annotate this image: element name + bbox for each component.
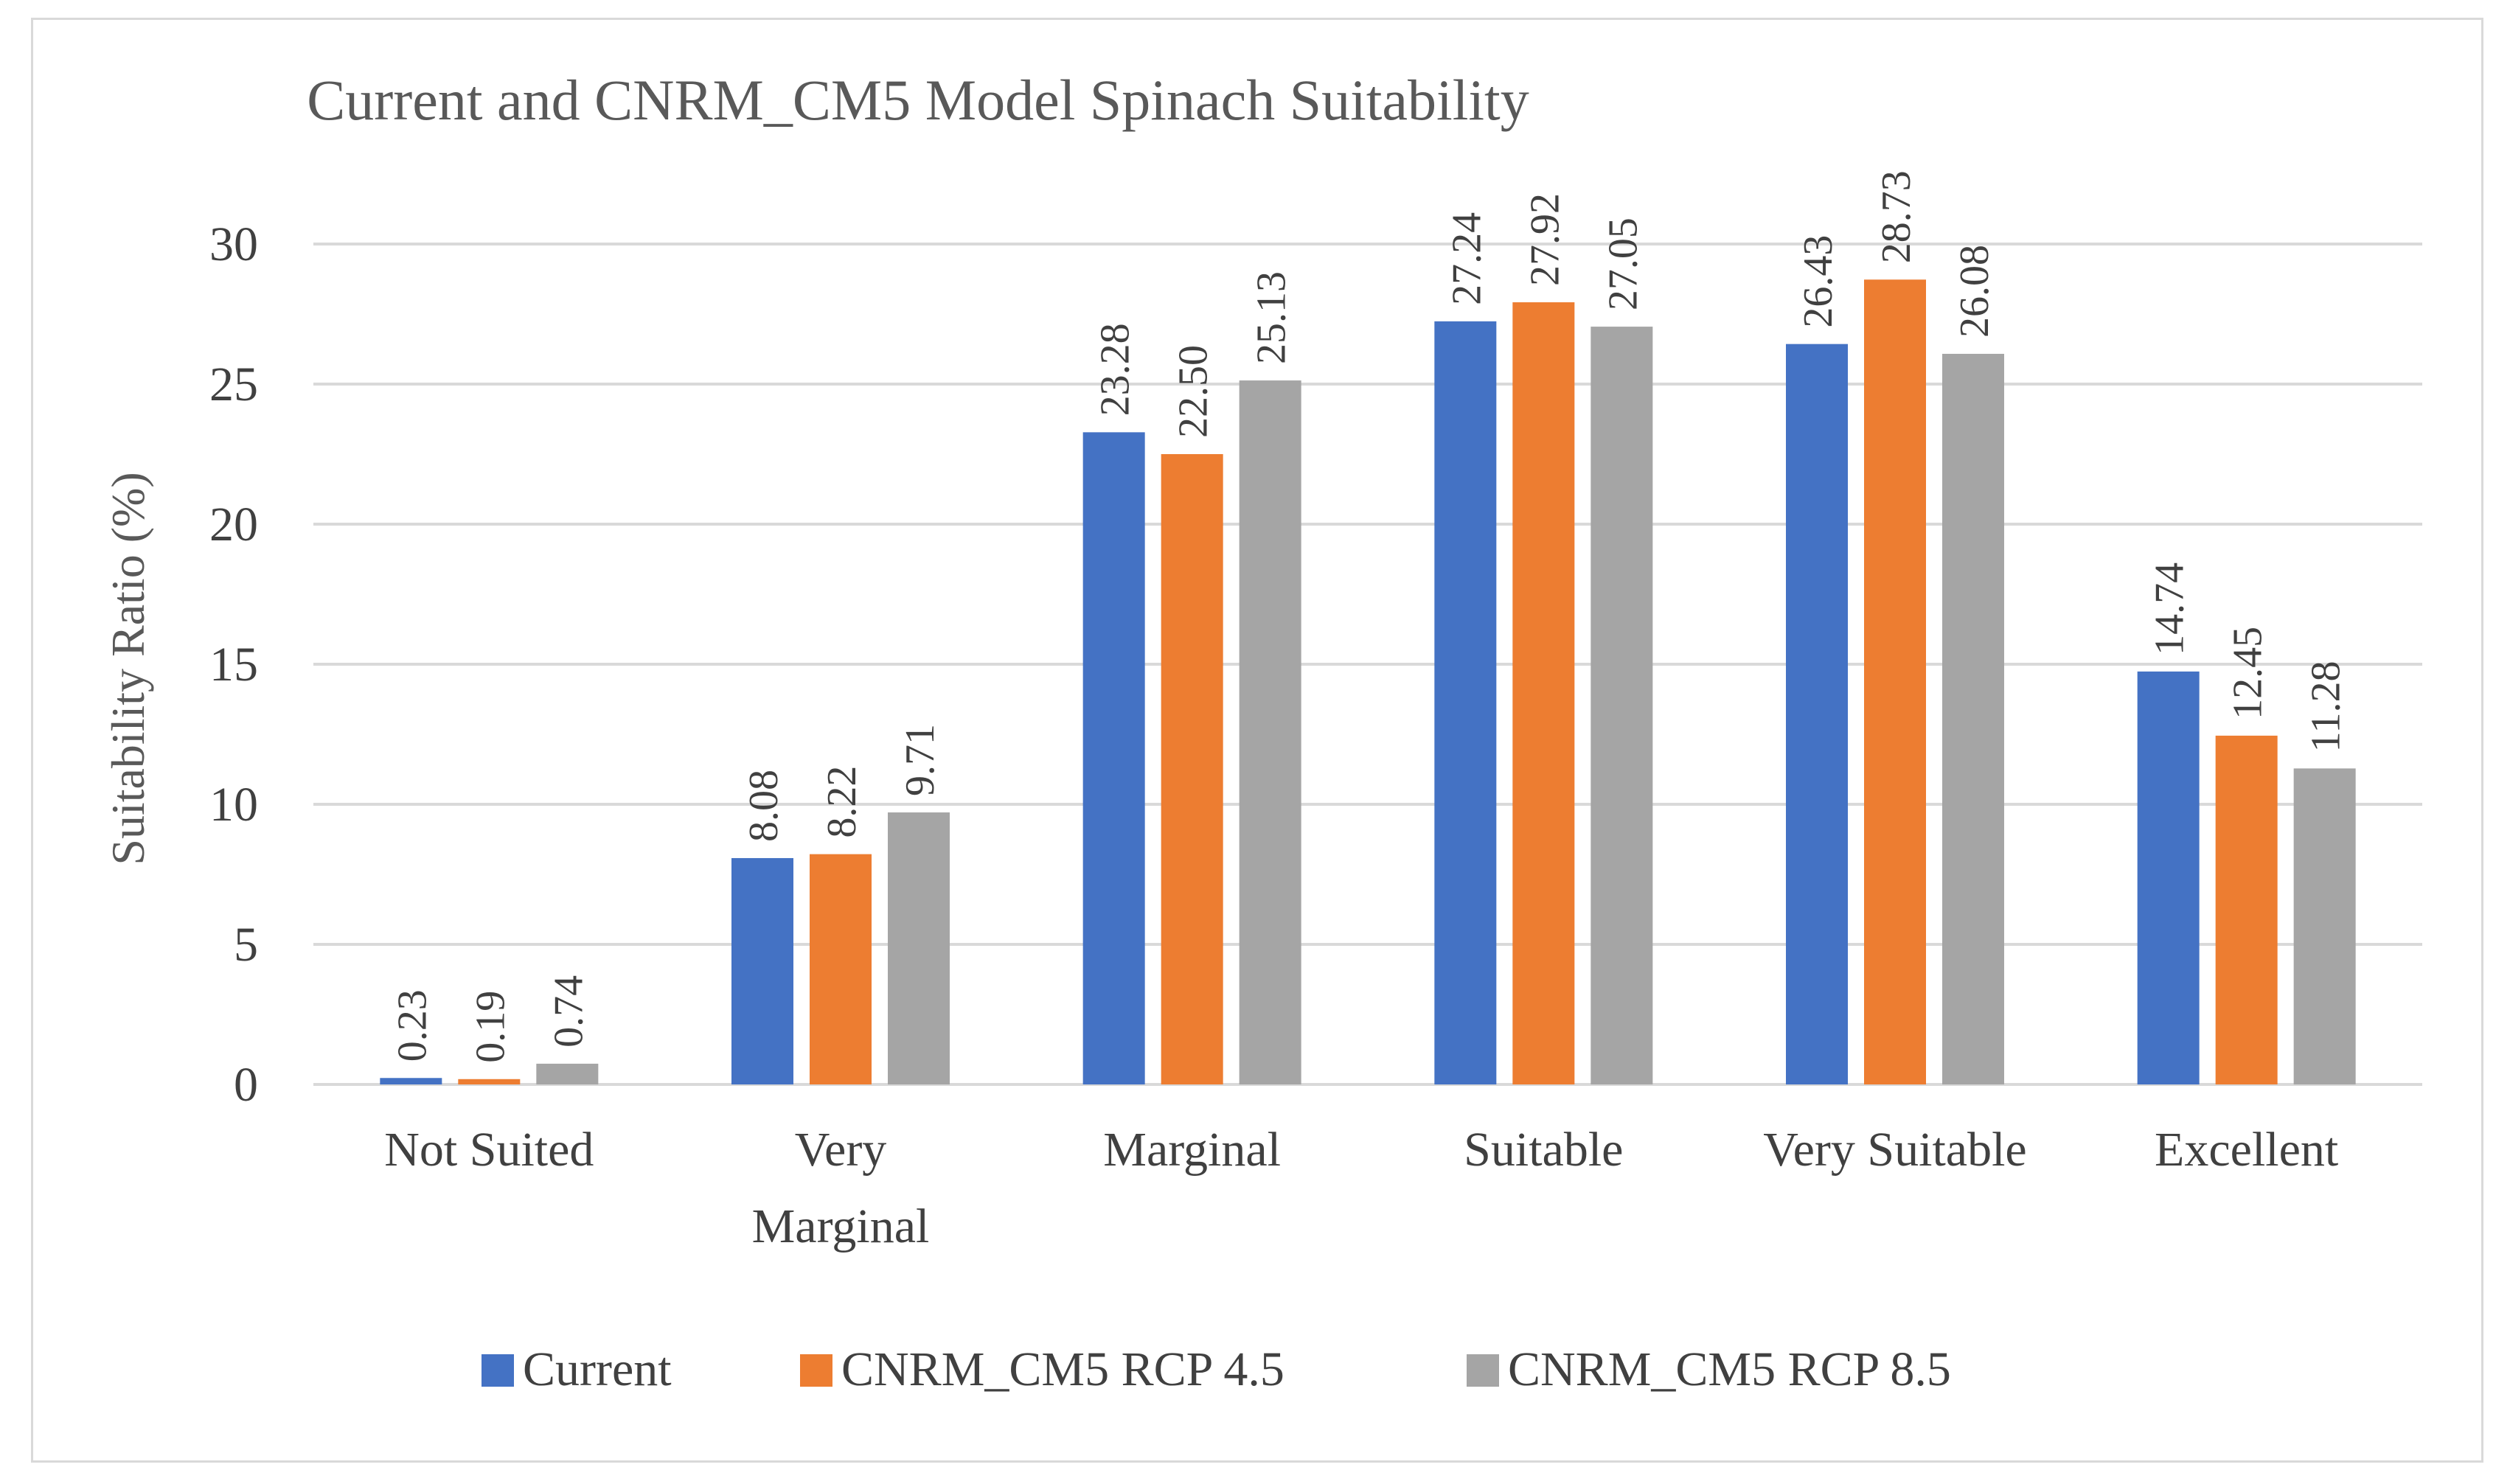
data-label: 25.13 — [1249, 271, 1295, 364]
bar — [1239, 380, 1301, 1084]
bar — [1942, 353, 2004, 1085]
y-tick-label: 5 — [234, 918, 258, 972]
chart-frame: Current and CNRM_CM5 Model Spinach Suita… — [31, 18, 2483, 1463]
legend-swatch — [482, 1354, 514, 1387]
y-tick-label: 20 — [209, 498, 258, 551]
bar — [536, 1063, 599, 1084]
data-label: 27.92 — [1522, 193, 1568, 286]
y-axis-ticks: 0 5 10 15 20 25 30 — [209, 217, 258, 1112]
data-label: 26.43 — [1795, 235, 1841, 328]
y-axis-title: Suitability Ratio (%) — [102, 472, 154, 865]
gridlines — [313, 243, 2422, 1086]
legend-swatch — [1467, 1354, 1499, 1387]
bars — [380, 279, 2356, 1085]
bar — [2293, 768, 2356, 1084]
data-label: 0.74 — [546, 975, 591, 1048]
data-label: 9.71 — [897, 724, 943, 796]
data-labels: 0.23 8.08 23.28 27.24 26.43 14.74 0.19 8.22 22.5… — [389, 170, 2349, 1063]
data-label: 11.28 — [2304, 661, 2349, 752]
x-category-label: Suitable — [1464, 1123, 1623, 1177]
legend-label: CNRM_CM5 RCP 4.5 — [841, 1342, 1284, 1396]
bar — [458, 1079, 521, 1084]
legend-label: Current — [523, 1342, 672, 1396]
y-tick-label: 30 — [209, 217, 258, 271]
data-label: 8.08 — [741, 770, 787, 842]
data-label: 28.73 — [1874, 170, 1919, 263]
x-category-label: Excellent — [2155, 1123, 2338, 1177]
data-label: 12.45 — [2225, 627, 2271, 720]
x-category-label: Marginal — [752, 1199, 930, 1253]
x-category-label: Very Suitable — [1763, 1123, 2026, 1177]
legend: Current CNRM_CM5 RCP 4.5 CNRM_CM5 RCP 8.5 — [482, 1342, 1951, 1396]
y-tick-label: 25 — [209, 358, 258, 411]
data-label: 26.08 — [1952, 245, 1998, 338]
bar — [731, 857, 793, 1084]
bar — [1864, 279, 1926, 1084]
legend-swatch — [800, 1354, 832, 1387]
y-tick-label: 15 — [209, 638, 258, 692]
legend-label: CNRM_CM5 RCP 8.5 — [1508, 1342, 1951, 1396]
bar — [2215, 735, 2278, 1084]
x-category-label: Very — [795, 1123, 887, 1177]
data-label: 8.22 — [819, 766, 865, 838]
data-label: 23.28 — [1093, 323, 1138, 416]
bar — [1161, 454, 1223, 1084]
data-label: 27.05 — [1600, 217, 1646, 310]
chart-title: Current and CNRM_CM5 Model Spinach Suita… — [307, 68, 1529, 132]
data-label: 0.23 — [389, 989, 435, 1062]
x-category-label: Not Suited — [384, 1123, 594, 1177]
bar — [1512, 302, 1575, 1084]
bar — [380, 1078, 442, 1084]
x-category-label: Marginal — [1103, 1123, 1281, 1177]
data-label: 22.50 — [1171, 345, 1217, 438]
bar — [1082, 432, 1145, 1084]
bar — [810, 854, 872, 1084]
y-tick-label: 0 — [234, 1058, 258, 1112]
bar — [1786, 344, 1848, 1084]
bar — [1434, 321, 1497, 1084]
bar — [2137, 671, 2200, 1084]
bar — [888, 812, 950, 1084]
data-label: 0.19 — [467, 991, 513, 1063]
chart-svg: Current and CNRM_CM5 Model Spinach Suita… — [102, 68, 2422, 1396]
bar — [1591, 327, 1653, 1085]
data-label: 27.24 — [1444, 212, 1489, 305]
y-tick-label: 10 — [209, 778, 258, 832]
data-label: 14.74 — [2147, 562, 2193, 655]
x-axis-categories: Not Suited Very Marginal Marginal Suitable Ve… — [384, 1123, 2338, 1253]
